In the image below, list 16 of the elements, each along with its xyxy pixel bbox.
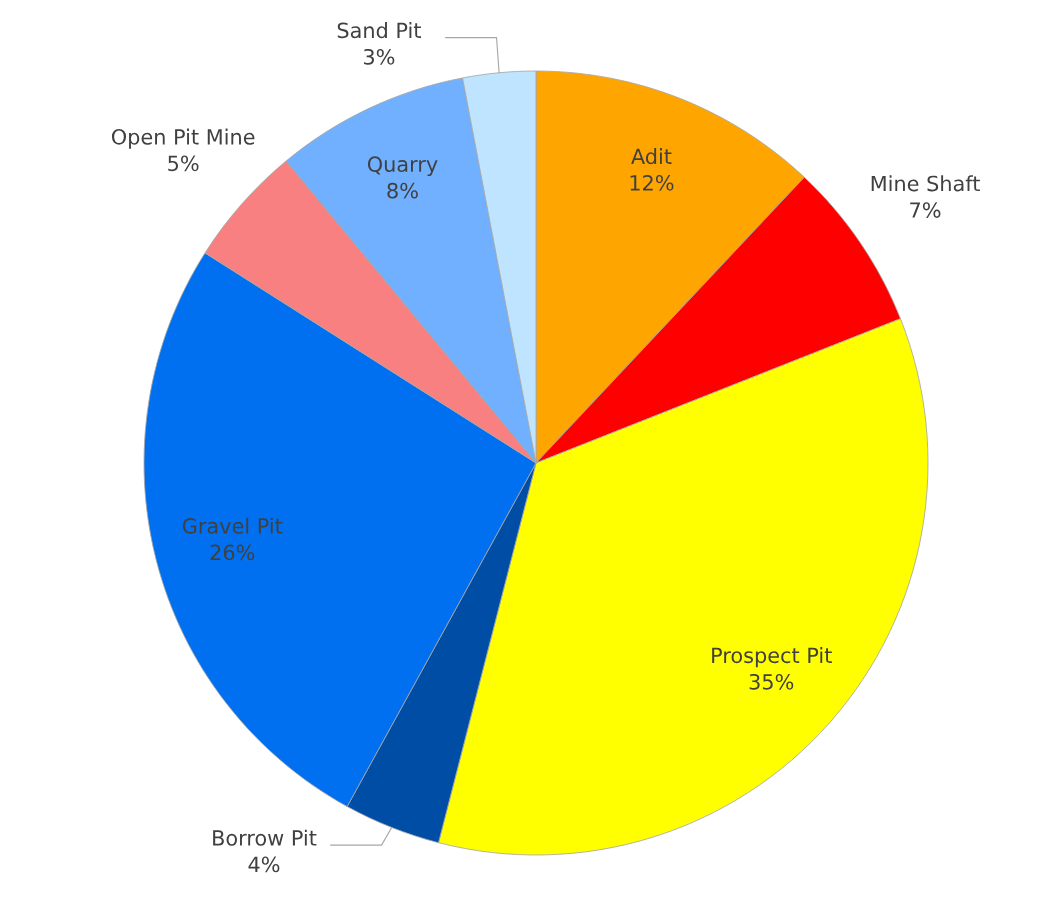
data-label: 5% [168, 155, 199, 172]
slice-label: Sand Pit [337, 22, 421, 39]
data-label: 12% [630, 174, 674, 191]
slice-label: Open Pit Mine [111, 128, 255, 149]
data-label: 3% [363, 48, 395, 65]
data-label: 4% [248, 856, 280, 873]
slice-label: Adit [631, 148, 672, 165]
data-label: 35% [749, 673, 794, 690]
slice-label: Mine Shaft [871, 175, 980, 192]
data-label: 26% [210, 544, 255, 561]
slice-label: Quarry [367, 156, 438, 177]
slice-label: Prospect Pit [712, 647, 832, 668]
slice-label: Gravel Pit [182, 517, 283, 534]
data-label: 8% [387, 182, 418, 199]
data-label: 7% [910, 202, 941, 218]
slice-label: Borrow Pit [213, 829, 317, 846]
